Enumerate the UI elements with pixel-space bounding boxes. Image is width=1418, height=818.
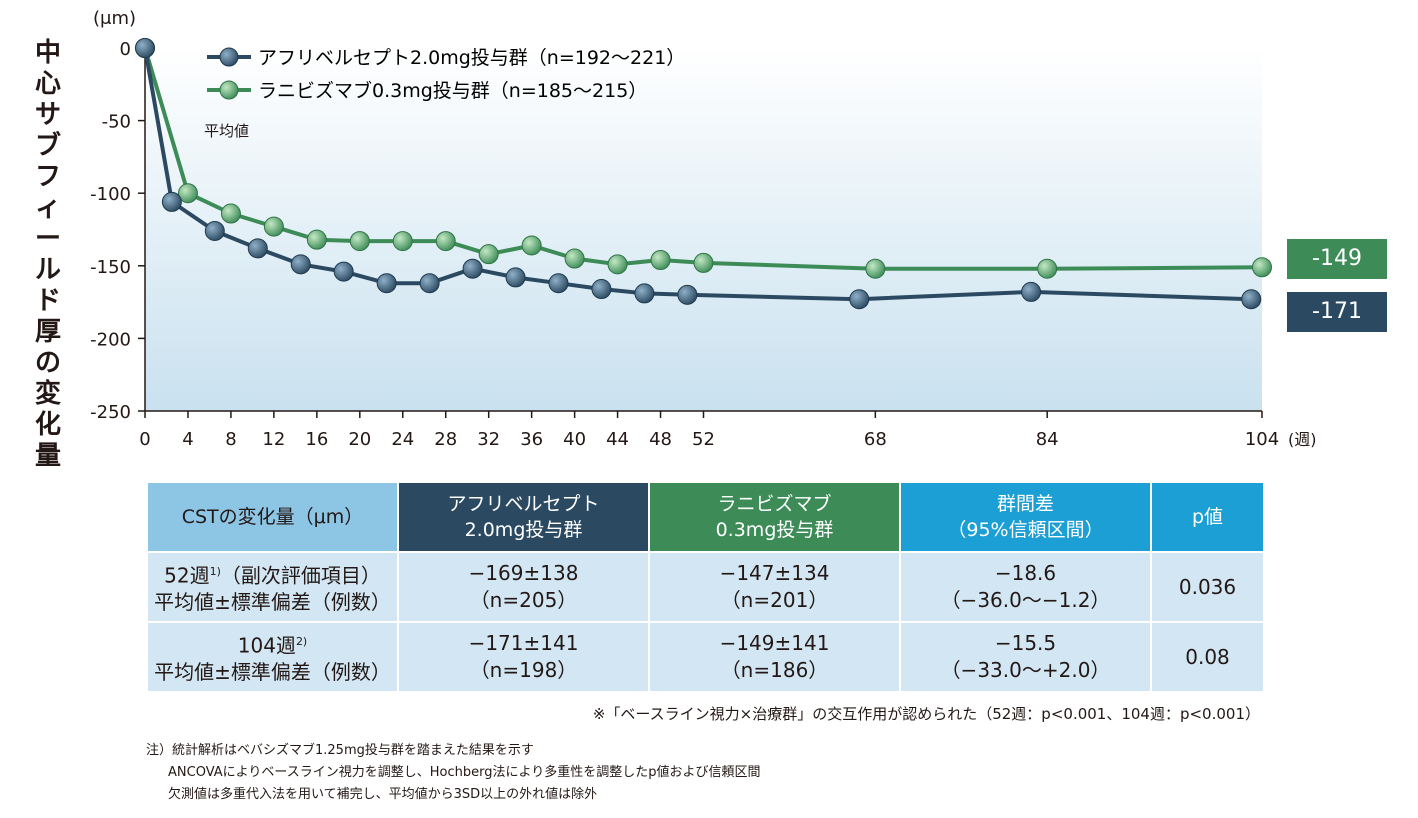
footnote-3: 欠測値は多重代入法を用いて補完し、平均値から3SD以上の外れ値は除外	[168, 787, 598, 802]
data-point-aflibercept	[462, 258, 483, 279]
interaction-note: ※「ベースライン視力×治療群」の交互作用が認められた（52週：p<0.001、1…	[592, 705, 1260, 723]
footnote-2: ANCOVAによりベースライン視力を調整し、Hochberg法により多重性を調整…	[168, 765, 761, 780]
data-point-aflibercept	[204, 220, 225, 241]
x-tick-label: 4	[182, 429, 193, 450]
x-tick-label: 28	[434, 429, 457, 450]
y-tick-label: -200	[90, 329, 131, 350]
data-point-aflibercept	[849, 289, 870, 310]
header-ranibizumab: ラニビズマブ 0.3mg投与群	[648, 481, 901, 553]
y-tick-label: -50	[102, 112, 131, 133]
legend-label-aflibercept: アフリベルセプト2.0mg投与群（n=192～221）	[258, 47, 685, 69]
x-tick-label: 32	[477, 429, 500, 450]
data-point-ranibizumab	[349, 231, 370, 252]
y-tick-label: 0	[120, 39, 131, 60]
y-axis-title: 中心サブフィールド厚の変化量	[34, 38, 61, 471]
header-cst: CSTの変化量（μm）	[146, 481, 399, 553]
data-point-ranibizumab	[306, 229, 327, 250]
data-point-ranibizumab	[220, 203, 241, 224]
data-point-aflibercept	[161, 191, 182, 212]
x-tick-label: 48	[649, 429, 672, 450]
data-point-ranibizumab	[1252, 257, 1272, 278]
data-point-aflibercept	[505, 267, 526, 288]
x-tick-label: 12	[262, 429, 285, 450]
y-tick-label: -100	[90, 184, 131, 205]
data-point-aflibercept	[1021, 281, 1042, 302]
row-label: 104週2) 平均値±標準偏差（例数）	[146, 621, 399, 693]
data-point-aflibercept	[290, 254, 311, 275]
legend-marker-aflibercept	[219, 47, 239, 67]
header-pvalue: p値	[1150, 481, 1265, 553]
data-point-aflibercept	[135, 38, 155, 58]
footnote-1: 注）統計解析はベバシズマブ1.25mg投与群を踏まえた結果を示す	[146, 743, 534, 758]
data-point-aflibercept	[333, 261, 354, 282]
cell-pvalue: 0.036	[1150, 551, 1265, 623]
x-tick-label: 104	[1245, 429, 1279, 450]
data-point-ranibizumab	[478, 244, 499, 265]
header-aflibercept: アフリベルセプト 2.0mg投与群	[397, 481, 650, 553]
cell-ranibizumab: −149±141 （n=186）	[648, 621, 901, 693]
y-tick-label: -250	[90, 402, 131, 423]
data-point-ranibizumab	[693, 252, 714, 273]
data-point-aflibercept	[634, 283, 655, 304]
data-point-ranibizumab	[392, 231, 413, 252]
data-point-ranibizumab	[564, 248, 585, 269]
data-point-aflibercept	[591, 279, 612, 300]
cell-difference: −18.6 （−36.0～−1.2）	[899, 551, 1152, 623]
cell-pvalue: 0.08	[1150, 621, 1265, 693]
cell-aflibercept: −169±138 （n=205）	[397, 551, 650, 623]
data-point-aflibercept	[677, 284, 698, 305]
row-label: 52週1)（副次評価項目） 平均値±標準偏差（例数）	[146, 551, 399, 623]
x-tick-label: 68	[864, 429, 887, 450]
x-axis-unit: (週)	[1288, 430, 1317, 449]
data-point-aflibercept	[247, 238, 268, 259]
data-point-aflibercept	[376, 273, 397, 294]
header-difference: 群間差 （95%信頼区間）	[899, 481, 1152, 553]
x-tick-label: 84	[1036, 429, 1059, 450]
stat-annotation: 平均値	[204, 122, 250, 140]
data-point-ranibizumab	[650, 249, 671, 270]
legend: アフリベルセプト2.0mg投与群（n=192～221） ラニビズマブ0.3mg投…	[207, 47, 685, 102]
end-label-ranibizumab: -149	[1287, 239, 1387, 279]
y-tick-label: -150	[90, 257, 131, 278]
y-axis-unit: (μm)	[93, 8, 137, 29]
legend-marker-ranibizumab	[219, 80, 239, 100]
data-point-ranibizumab	[263, 216, 284, 237]
legend-label-ranibizumab: ラニビズマブ0.3mg投与群（n=185～215）	[258, 79, 647, 102]
x-tick-label: 24	[391, 429, 414, 450]
data-point-aflibercept	[548, 273, 569, 294]
end-label-aflibercept: -171	[1287, 292, 1387, 332]
data-point-ranibizumab	[521, 235, 542, 256]
plot-area	[145, 48, 1262, 411]
data-point-ranibizumab	[1037, 258, 1058, 279]
x-tick-label: 16	[305, 429, 328, 450]
x-tick-label: 40	[563, 429, 586, 450]
x-tick-label: 52	[692, 429, 715, 450]
x-tick-label: 36	[520, 429, 543, 450]
data-point-ranibizumab	[865, 258, 886, 279]
x-tick-label: 44	[606, 429, 629, 450]
data-point-aflibercept	[419, 273, 440, 294]
table-header-row: CSTの変化量（μm） アフリベルセプト 2.0mg投与群 ラニビズマブ 0.3…	[146, 481, 1265, 553]
data-point-ranibizumab	[177, 183, 198, 204]
cell-difference: −15.5 （−33.0～+2.0）	[899, 621, 1152, 693]
x-tick-label: 20	[348, 429, 371, 450]
table-row: 52週1)（副次評価項目） 平均値±標準偏差（例数） −169±138 （n=20…	[146, 551, 1265, 623]
cell-aflibercept: −171±141 （n=198）	[397, 621, 650, 693]
x-tick-label: 8	[225, 429, 236, 450]
table-row: 104週2) 平均値±標準偏差（例数） −171±141 （n=198） −149…	[146, 621, 1265, 693]
cell-ranibizumab: −147±134 （n=201）	[648, 551, 901, 623]
results-table: CSTの変化量（μm） アフリベルセプト 2.0mg投与群 ラニビズマブ 0.3…	[146, 481, 1265, 693]
data-point-ranibizumab	[435, 231, 456, 252]
x-tick-label: 0	[139, 429, 150, 450]
data-point-aflibercept	[1241, 289, 1262, 310]
data-point-ranibizumab	[607, 254, 628, 275]
